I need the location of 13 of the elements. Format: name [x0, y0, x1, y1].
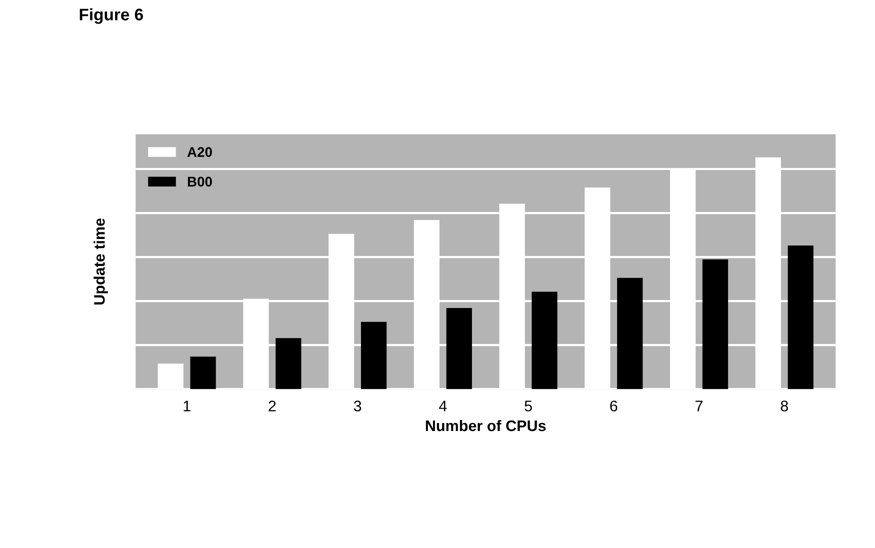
legend-label: A20 [187, 147, 212, 157]
x-tick-label: 4 [439, 400, 447, 412]
x-axis-title: Number of CPUs [426, 420, 546, 432]
x-tick-label: 6 [610, 400, 618, 412]
x-tick-label: 3 [354, 400, 362, 412]
chart-title: Figure 6 [80, 8, 143, 24]
x-tick-label: 8 [780, 400, 788, 412]
x-tick-label: 7 [696, 400, 703, 412]
x-tick-label: 5 [524, 400, 532, 412]
x-tick-label: 1 [184, 400, 190, 412]
y-axis-title: Update time [94, 218, 108, 304]
x-tick-label: 2 [268, 400, 276, 412]
legend-label: B00 [188, 176, 212, 187]
